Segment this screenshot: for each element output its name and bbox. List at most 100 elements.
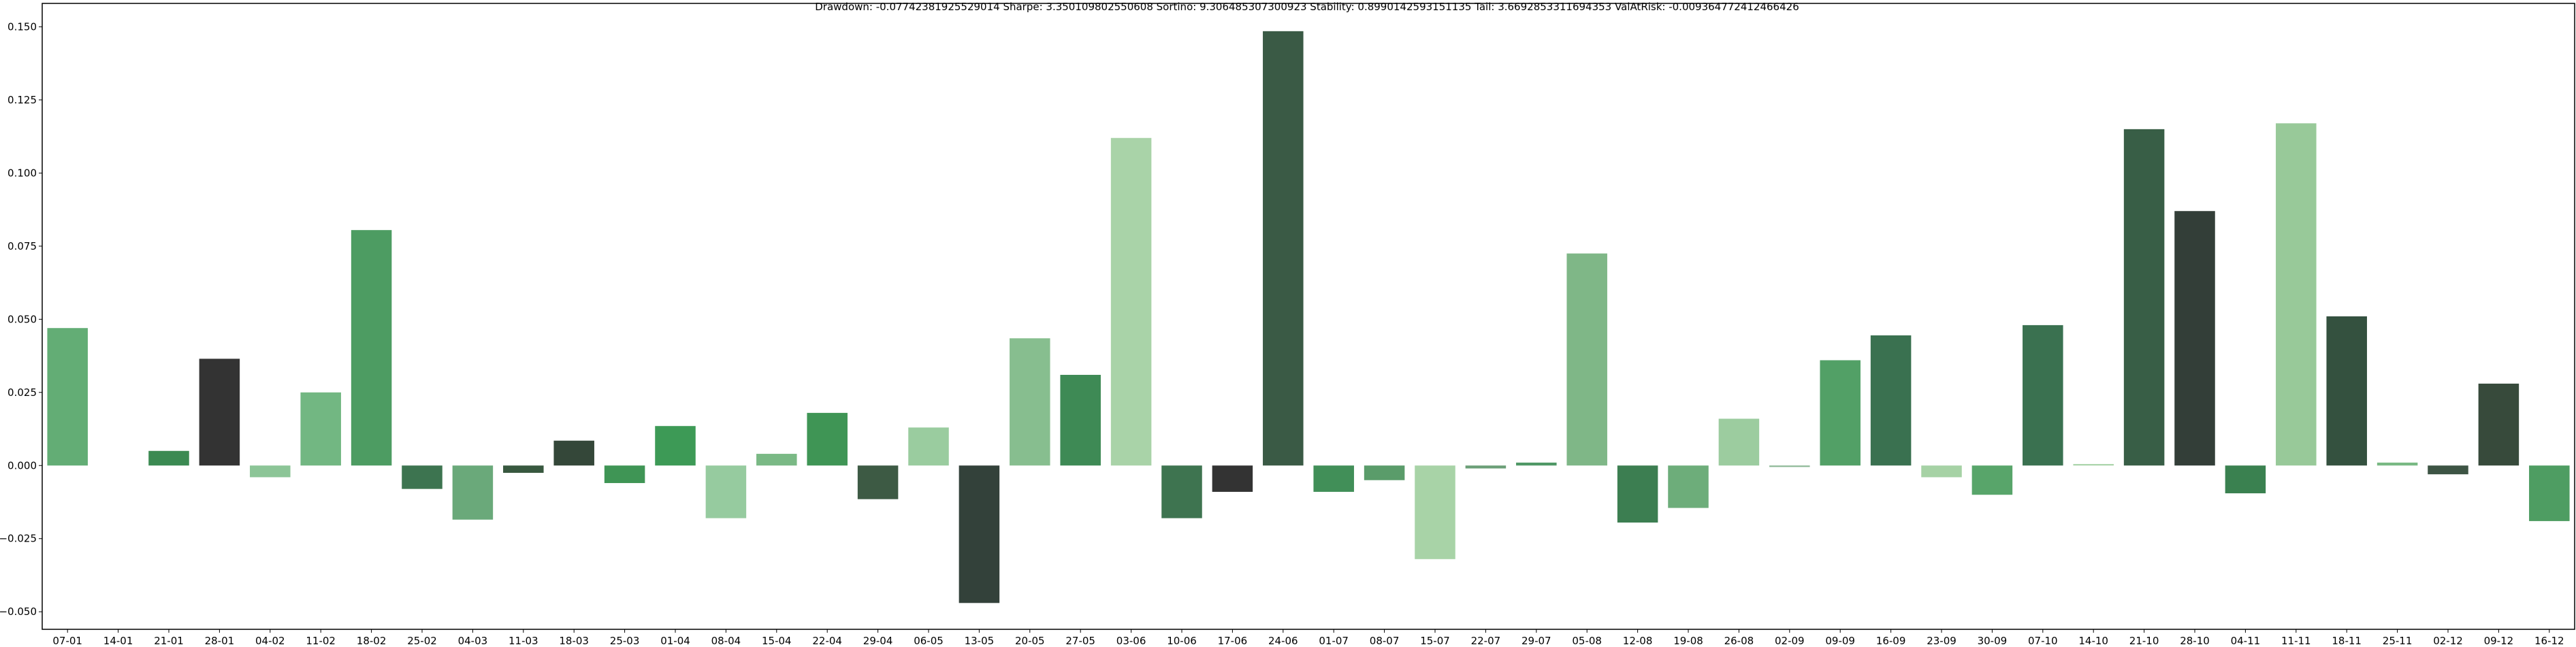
x-tick-label: 07-10: [2028, 635, 2058, 647]
x-tick-label: 02-09: [1775, 635, 1805, 647]
bar-27-05: [1060, 374, 1101, 466]
bar-18-02: [351, 230, 392, 466]
bar-10-06: [1161, 465, 1202, 518]
y-tick-label: 0.000: [7, 459, 37, 471]
bar-25-02: [402, 465, 442, 489]
bar-23-09: [1921, 465, 1962, 478]
bar-14-10: [2073, 464, 2114, 466]
x-tick-label: 09-12: [2484, 635, 2514, 647]
x-tick-label: 29-04: [863, 635, 893, 647]
x-tick-label: 22-07: [1471, 635, 1501, 647]
bar-13-05: [959, 465, 1000, 603]
x-tick-label: 22-04: [812, 635, 842, 647]
x-tick-label: 01-04: [660, 635, 690, 647]
x-tick-label: 05-08: [1572, 635, 1602, 647]
y-tick-label: 0.025: [7, 386, 37, 399]
bar-21-01: [148, 450, 189, 466]
x-tick-label: 09-09: [1825, 635, 1855, 647]
x-tick-label: 08-04: [711, 635, 741, 647]
bar-22-07: [1465, 465, 1507, 469]
x-tick-label: 17-06: [1218, 635, 1248, 647]
x-tick-label: 11-03: [509, 635, 538, 647]
x-tick-label: 19-08: [1673, 635, 1703, 647]
x-tick-label: 25-03: [610, 635, 640, 647]
y-tick-label: −0.025: [0, 533, 37, 545]
x-tick-label: 06-05: [914, 635, 944, 647]
y-tick-label: 0.075: [7, 240, 37, 252]
x-tick-label: 04-03: [458, 635, 488, 647]
x-tick-label: 15-04: [762, 635, 792, 647]
x-axis: 07-01 14-01 21-01 28-01 04-02 11-02 18-02 25-02…: [52, 629, 2564, 647]
x-tick-label: 04-11: [2231, 635, 2261, 647]
bar-28-10: [2174, 211, 2215, 466]
x-tick-label: 23-09: [1927, 635, 1957, 647]
x-tick-label: 29-07: [1522, 635, 1551, 647]
x-tick-label: 18-02: [357, 635, 387, 647]
x-tick-label: 11-11: [2281, 635, 2311, 647]
x-tick-label: 27-05: [1065, 635, 1095, 647]
bar-26-08: [1718, 418, 1760, 466]
bar-02-12: [2428, 465, 2468, 475]
x-tick-label: 25-11: [2383, 635, 2413, 647]
x-tick-label: 25-02: [407, 635, 437, 647]
bar-02-09: [1769, 465, 1810, 467]
x-tick-label: 14-10: [2078, 635, 2108, 647]
bar-12-08: [1617, 465, 1658, 523]
y-tick-label: 0.125: [7, 94, 37, 106]
x-tick-label: 03-06: [1116, 635, 1146, 647]
bar-24-06: [1263, 31, 1304, 466]
bar-09-09: [1820, 360, 1861, 466]
bar-28-01: [199, 359, 240, 466]
bar-21-10: [2123, 129, 2165, 466]
x-tick-label: 20-05: [1015, 635, 1045, 647]
chart-title: Drawdown: -0.07742381925529014 Sharpe: 3…: [815, 1, 1799, 13]
bar-15-04: [756, 454, 797, 466]
x-tick-label: 30-09: [1978, 635, 2008, 647]
bar-15-07: [1415, 465, 1455, 559]
bar-25-03: [604, 465, 645, 484]
bar-08-07: [1364, 465, 1405, 480]
x-tick-label: 16-09: [1876, 635, 1906, 647]
x-tick-label: 28-01: [205, 635, 235, 647]
bar-07-01: [47, 328, 88, 466]
bar-01-04: [655, 426, 696, 466]
x-tick-label: 24-06: [1268, 635, 1298, 647]
plot-frame: [42, 3, 2575, 630]
x-tick-label: 21-01: [154, 635, 184, 647]
bar-19-08: [1668, 465, 1709, 508]
y-tick-label: −0.050: [0, 605, 37, 618]
bar-25-11: [2377, 462, 2418, 466]
x-tick-label: 18-11: [2332, 635, 2362, 647]
bar-01-07: [1313, 465, 1354, 492]
bar-29-07: [1516, 462, 1557, 466]
bar-11-11: [2276, 123, 2317, 466]
x-tick-label: 21-10: [2129, 635, 2159, 647]
bar-17-06: [1212, 465, 1253, 492]
bar-04-02: [250, 465, 291, 478]
bar-04-03: [452, 465, 494, 520]
x-tick-label: 16-12: [2534, 635, 2564, 647]
bar-06-05: [908, 427, 949, 466]
bar-18-03: [553, 440, 594, 466]
bar-08-04: [705, 465, 747, 518]
x-tick-label: 12-08: [1623, 635, 1653, 647]
bar-16-12: [2529, 465, 2570, 521]
bar-30-09: [1971, 465, 2013, 495]
x-tick-label: 07-01: [52, 635, 82, 647]
bar-22-04: [807, 412, 848, 466]
bar-18-11: [2326, 316, 2367, 466]
x-tick-label: 13-05: [965, 635, 995, 647]
y-tick-label: 0.150: [7, 20, 37, 33]
bar-03-06: [1110, 137, 1152, 466]
x-tick-label: 02-12: [2433, 635, 2463, 647]
y-axis: −0.050 −0.025 0.000 0.025 0.050 0.075 0.100 0.1…: [0, 20, 42, 618]
bar-09-12: [2478, 383, 2519, 466]
x-tick-label: 11-02: [306, 635, 336, 647]
bar-05-08: [1566, 253, 1607, 466]
y-tick-label: 0.100: [7, 167, 37, 179]
x-tick-label: 26-08: [1724, 635, 1754, 647]
x-tick-label: 08-07: [1370, 635, 1400, 647]
y-tick-label: 0.050: [7, 313, 37, 325]
bars-group: [47, 31, 2570, 603]
